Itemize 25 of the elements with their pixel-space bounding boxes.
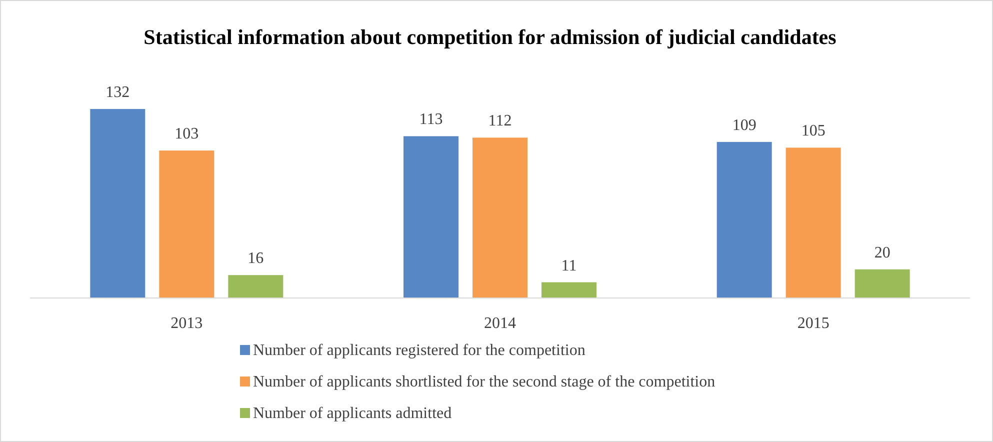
data-label: 109: [732, 116, 756, 134]
data-label: 105: [801, 122, 826, 140]
data-label: 11: [561, 257, 577, 274]
bar: [90, 109, 146, 298]
x-tick-label: 2015: [797, 315, 830, 332]
bar: [404, 136, 458, 298]
data-label: 103: [174, 126, 199, 143]
legend-label: Number of applicants registered for the competition: [253, 342, 586, 359]
bar: [786, 148, 841, 298]
data-label: 113: [419, 111, 443, 128]
bar: [159, 150, 214, 298]
bar: [472, 138, 528, 298]
bar: [854, 269, 910, 298]
data-label: 112: [488, 112, 512, 130]
data-label: 16: [248, 250, 264, 268]
x-tick-label: 2013: [170, 315, 203, 332]
data-label: 20: [874, 244, 890, 262]
bar: [228, 275, 284, 298]
chart-title: Statistical information about competition for admission of judicial candidates: [144, 25, 836, 49]
legend-label: Number of applicants admitted: [253, 405, 452, 422]
data-label: 132: [106, 84, 130, 101]
x-tick-label: 2014: [484, 315, 516, 332]
legend-label: Number of applicants shortlisted for the second stage of the competition: [253, 374, 716, 390]
bar: [542, 282, 596, 298]
bar: [716, 142, 772, 298]
